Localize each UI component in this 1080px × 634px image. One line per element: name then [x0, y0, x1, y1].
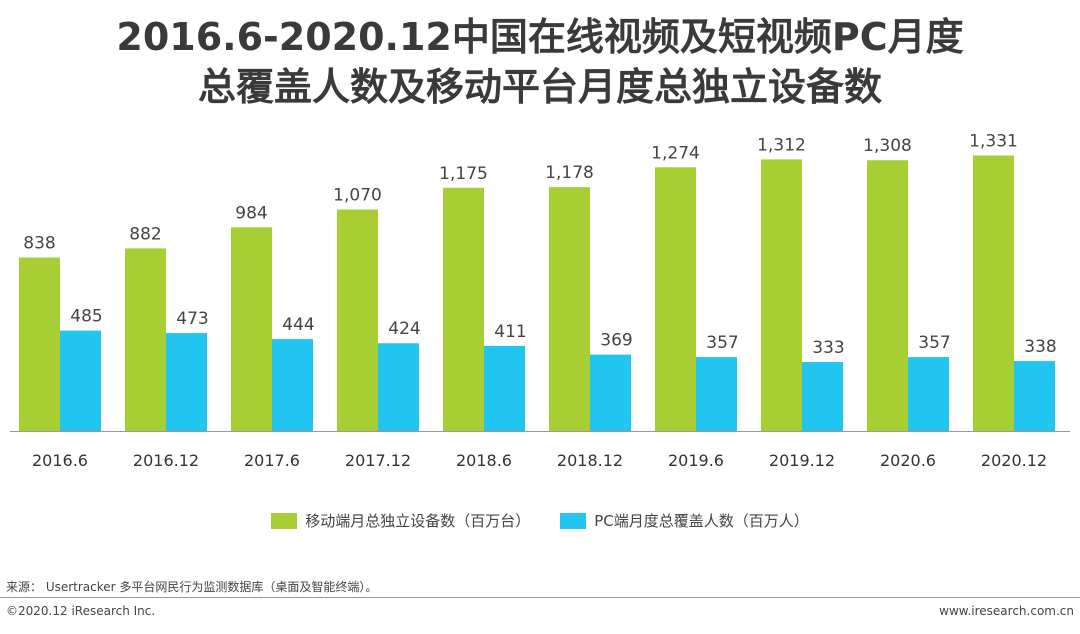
data-label-pc-2019.6: 357 — [706, 333, 738, 353]
footer-divider — [0, 597, 1080, 598]
x-tick-label-2020.12: 2020.12 — [981, 451, 1047, 470]
bar-pc-2017.12 — [378, 343, 419, 431]
data-label-mobile-2019.6: 1,274 — [651, 143, 700, 163]
data-label-pc-2018.6: 411 — [494, 322, 526, 342]
x-tick-label-2017.12: 2017.12 — [345, 451, 411, 470]
bar-pc-2018.6 — [484, 345, 525, 431]
bar-mobile-2018.6 — [443, 187, 484, 431]
chart-title-line2: 总覆盖人数及移动平台月度总独立设备数 — [197, 65, 882, 109]
bar-mobile-2019.12 — [761, 159, 802, 431]
bar-pc-2016.6 — [60, 330, 101, 431]
data-label-pc-2018.12: 369 — [600, 331, 632, 351]
data-label-pc-2019.12: 333 — [812, 338, 844, 358]
x-tick-label-2017.6: 2017.6 — [244, 451, 300, 470]
data-label-mobile-2019.12: 1,312 — [757, 135, 806, 155]
x-tick-label-2016.12: 2016.12 — [133, 451, 199, 470]
x-tick-label-2016.6: 2016.6 — [32, 451, 88, 470]
bar-pc-2020.6 — [908, 357, 949, 431]
data-label-pc-2016.12: 473 — [176, 309, 208, 329]
legend-swatch-mobile — [271, 512, 298, 529]
data-label-mobile-2017.12: 1,070 — [333, 186, 382, 206]
bar-mobile-2016.6 — [19, 257, 60, 431]
bar-mobile-2017.6 — [231, 227, 272, 431]
bar-pc-2016.12 — [166, 333, 207, 431]
source-note: 来源： Usertracker 多平台网民行为监测数据库（桌面及智能终端）。 — [6, 580, 378, 594]
chart-title-line1: 2016.6-2020.12中国在线视频及短视频PC月度 — [116, 15, 964, 59]
legend-label-pc: PC端月度总覆盖人数（百万人） — [594, 512, 809, 530]
chart-legend: 移动端月总独立设备数（百万台） PC端月度总覆盖人数（百万人） — [0, 510, 1080, 531]
bar-pc-2019.12 — [802, 362, 843, 431]
data-label-pc-2017.6: 444 — [282, 315, 314, 335]
x-tick-label-2019.12: 2019.12 — [769, 451, 835, 470]
data-label-pc-2020.6: 357 — [918, 333, 950, 353]
data-label-pc-2020.12: 338 — [1024, 337, 1056, 357]
bar-pc-2018.12 — [590, 354, 631, 431]
x-tick-label-2019.6: 2019.6 — [668, 451, 724, 470]
legend-item-mobile: 移动端月总独立设备数（百万台） — [271, 510, 530, 531]
data-label-mobile-2016.6: 838 — [23, 234, 55, 254]
legend-label-mobile: 移动端月总独立设备数（百万台） — [305, 512, 531, 530]
data-label-mobile-2016.12: 882 — [129, 224, 161, 244]
bar-mobile-2016.12 — [125, 248, 166, 431]
bar-pc-2017.6 — [272, 339, 313, 431]
bar-mobile-2020.12 — [973, 155, 1014, 431]
x-tick-label-2018.12: 2018.12 — [557, 451, 623, 470]
data-label-mobile-2020.6: 1,308 — [863, 136, 912, 156]
bar-mobile-2018.12 — [549, 187, 590, 431]
data-label-pc-2016.6: 485 — [70, 307, 102, 327]
bar-mobile-2020.6 — [867, 160, 908, 431]
bar-mobile-2019.6 — [655, 167, 696, 432]
bar-pc-2020.12 — [1014, 361, 1055, 431]
x-tick-label-2020.6: 2020.6 — [880, 451, 936, 470]
copyright: ©2020.12 iResearch Inc. — [6, 604, 156, 618]
bar-mobile-2017.12 — [337, 209, 378, 431]
website-link[interactable]: www.iresearch.com.cn — [939, 604, 1074, 618]
data-label-pc-2017.12: 424 — [388, 319, 420, 339]
x-tick-label-2018.6: 2018.6 — [456, 451, 512, 470]
bar-chart: 838 485 2016.6 882 473 2016.12 984 444 2017.6 1,0… — [10, 131, 1070, 470]
legend-item-pc: PC端月度总覆盖人数（百万人） — [560, 510, 809, 531]
data-label-mobile-2017.6: 984 — [235, 203, 267, 223]
data-label-mobile-2018.6: 1,175 — [439, 164, 488, 184]
data-label-mobile-2020.12: 1,331 — [969, 131, 1018, 151]
legend-swatch-pc — [560, 512, 587, 529]
data-label-mobile-2018.12: 1,178 — [545, 163, 594, 183]
bar-pc-2019.6 — [696, 357, 737, 431]
